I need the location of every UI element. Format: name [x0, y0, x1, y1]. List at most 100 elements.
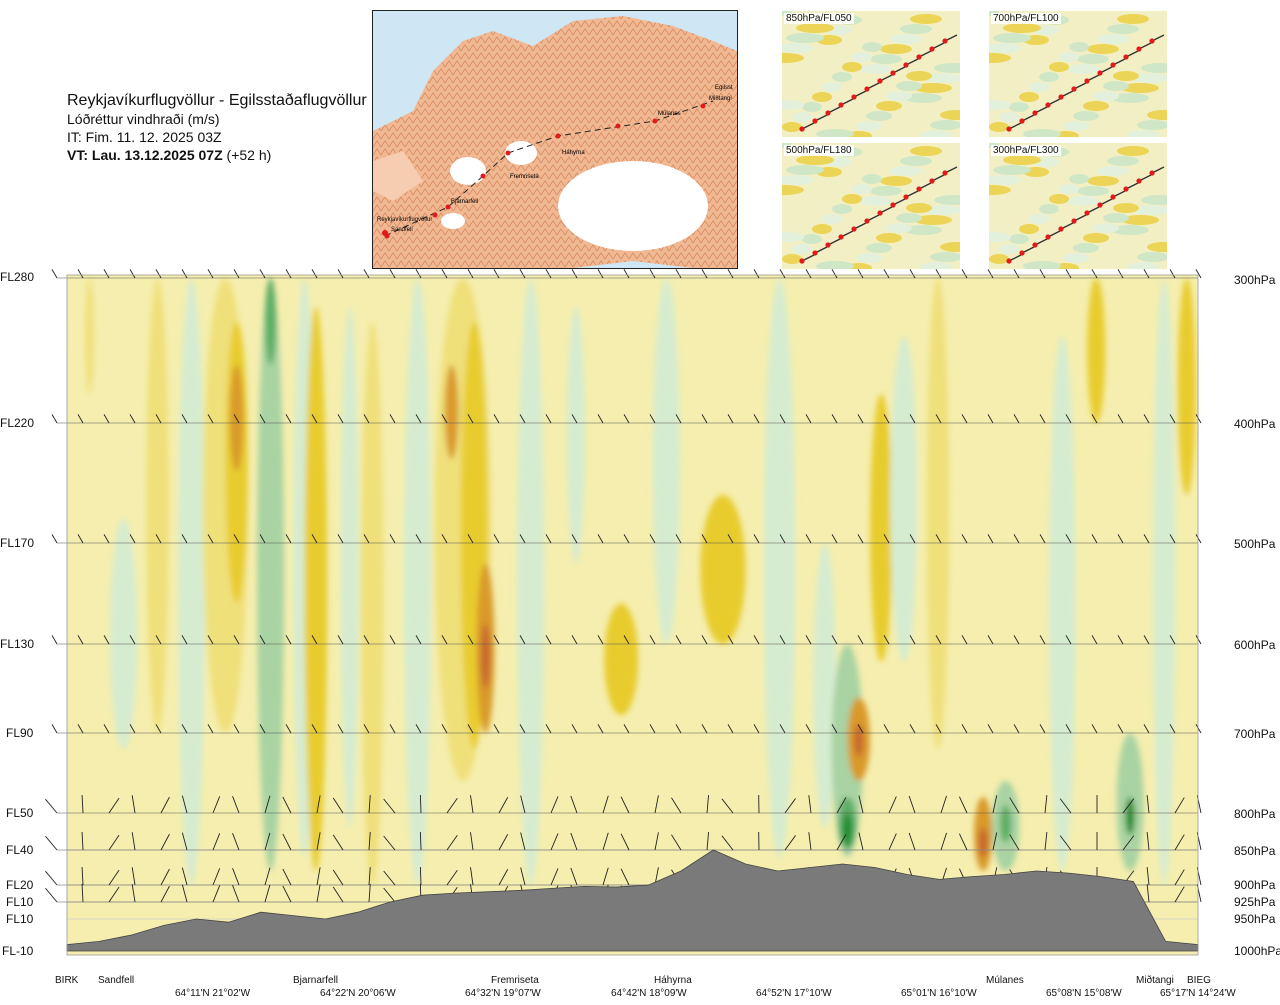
- wind-barb: [332, 886, 344, 903]
- wind-barb: [441, 534, 448, 544]
- wind-barb: [958, 796, 968, 814]
- minimap-cell: [782, 185, 804, 195]
- wind-barb: [129, 724, 136, 734]
- minimap-cell: [1083, 233, 1109, 243]
- wind-barb: [389, 269, 396, 279]
- velocity-cell: [763, 278, 796, 857]
- minimap-500[interactable]: 500hPa/FL180: [782, 143, 960, 269]
- wind-barb: [415, 724, 422, 734]
- minimap-cell: [910, 14, 942, 24]
- minimap-cell: [886, 91, 912, 101]
- wind-barb: [415, 534, 422, 544]
- wind-barb: [649, 534, 656, 544]
- wind-barb: [264, 795, 271, 814]
- wind-barb: [77, 635, 84, 645]
- wind-barb: [383, 835, 396, 851]
- wind-barb: [155, 724, 162, 734]
- minimap-cell: [860, 64, 892, 74]
- map-label-midtangi: Miðtangi: [709, 95, 732, 102]
- minimap-cell: [1077, 54, 1109, 64]
- wind-barb: [908, 832, 916, 851]
- wind-barb: [285, 414, 292, 424]
- wind-barb: [671, 834, 682, 851]
- coordinate-label: 65°01'N 16°10'W: [901, 988, 977, 999]
- wind-barb: [570, 867, 578, 886]
- wind-barb: [389, 635, 396, 645]
- minimap-route-point: [838, 234, 844, 240]
- minimap-850[interactable]: 850hPa/FL050: [782, 11, 960, 137]
- wind-barb: [570, 795, 578, 814]
- minimap-cell: [989, 53, 1011, 63]
- wind-barb: [316, 884, 321, 903]
- minimap-route-point: [916, 186, 922, 192]
- minimap-cell: [1141, 63, 1167, 73]
- minimap-route-point: [799, 126, 805, 132]
- wind-barb: [441, 414, 448, 424]
- wind-barb: [909, 534, 916, 544]
- minimap-route-point: [1084, 210, 1090, 216]
- minimap-cell: [1147, 110, 1167, 120]
- wind-barb: [446, 869, 458, 886]
- wind-barb: [259, 635, 266, 645]
- pressure-label: 925hPa: [1234, 895, 1276, 909]
- minimap-cell: [1121, 83, 1159, 93]
- minimap-cell: [1113, 203, 1139, 213]
- minimap-300[interactable]: 300hPa/FL300: [989, 143, 1167, 269]
- valid-time: VT: Lau. 13.12.2025 07Z (+52 h): [67, 146, 367, 164]
- wind-barb: [51, 414, 58, 424]
- coordinate-label: 65°17'N 14°24'W: [1160, 988, 1236, 999]
- wind-barb: [1039, 635, 1046, 645]
- minimap-cell: [1069, 42, 1089, 52]
- fl-label: FL10: [6, 895, 34, 909]
- wind-barb: [779, 635, 786, 645]
- wind-barb: [285, 724, 292, 734]
- wind-barb: [467, 635, 474, 645]
- wind-barb: [1059, 798, 1072, 814]
- wind-barb: [467, 534, 474, 544]
- wind-barb: [753, 635, 760, 645]
- wind-barb: [779, 724, 786, 734]
- wind-barb: [389, 534, 396, 544]
- minimap-cell: [870, 186, 902, 196]
- minimap-cell: [930, 252, 960, 262]
- wind-barb: [81, 884, 84, 903]
- velocity-cell: [1087, 278, 1106, 423]
- wind-barb: [992, 832, 998, 851]
- minimap-cell: [904, 225, 942, 235]
- wind-barb: [987, 269, 994, 279]
- wind-barb: [1009, 797, 1020, 814]
- wind-barb: [51, 534, 58, 544]
- minimap-route-point: [1149, 38, 1155, 44]
- wind-barb: [181, 534, 188, 544]
- wind-barb: [207, 635, 214, 645]
- minimap-cell: [1009, 102, 1029, 112]
- wind-barb: [888, 796, 897, 814]
- wind-barb: [571, 414, 578, 424]
- fl-label: FL10: [6, 912, 34, 926]
- minimap-cell: [989, 43, 1021, 53]
- minimap-cell: [900, 24, 932, 34]
- wind-barb: [155, 635, 162, 645]
- minimap-route-point: [1019, 118, 1025, 124]
- coordinate-label: 64°52'N 17°10'W: [756, 988, 832, 999]
- minimap-route-point: [929, 46, 935, 52]
- wind-barb: [207, 534, 214, 544]
- wind-barb: [311, 635, 318, 645]
- wind-barb: [155, 534, 162, 544]
- minimap-route-point: [1032, 242, 1038, 248]
- minimap-cell: [930, 120, 960, 130]
- velocity-cell: [854, 724, 864, 757]
- wind-barb: [675, 635, 682, 645]
- wind-barb: [389, 414, 396, 424]
- wind-barb: [212, 796, 221, 814]
- wind-barb: [753, 724, 760, 734]
- wind-barb: [368, 795, 371, 814]
- wind-barb: [446, 797, 458, 814]
- wind-barb: [470, 832, 474, 851]
- minimap-700[interactable]: 700hPa/FL100: [989, 11, 1167, 137]
- minimap-route-point: [942, 170, 948, 176]
- fl-label: FL220: [0, 416, 35, 430]
- wind-barb: [1044, 795, 1048, 814]
- minimap-cell: [870, 54, 902, 64]
- waypoint-label: Bjarnarfell: [293, 975, 339, 986]
